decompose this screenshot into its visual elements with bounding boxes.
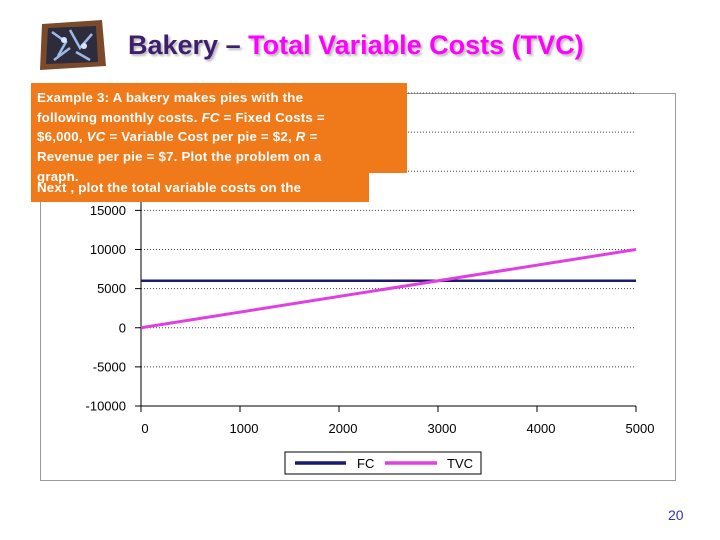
page-number: 20 — [668, 507, 684, 523]
callout-line-4: Revenue per pie = $7. Plot the problem o… — [37, 148, 322, 164]
series-lines — [140, 248, 637, 330]
x-tick-label: 1000 — [230, 421, 259, 436]
logo-icon — [36, 18, 108, 72]
x-tick-label: 3000 — [428, 421, 457, 436]
y-tick-label: 10000 — [90, 242, 126, 257]
x-tick-label: 2000 — [329, 421, 358, 436]
callout-spill-text: graph. — [37, 173, 79, 184]
slide-title: Bakery – Total Variable Costs (TVC) — [128, 30, 584, 60]
y-tick-label: -10000 — [86, 399, 126, 414]
callout-line-2: following monthly costs. FC = Fixed Cost… — [37, 109, 325, 125]
next-step-callout: graph. Next , plot the total variable co… — [31, 173, 369, 202]
callout2-text: Next , plot the total variable costs on … — [37, 180, 302, 195]
y-tick-label: -5000 — [93, 359, 126, 374]
callout-line-1: Example 3: A bakery makes pies with the — [37, 90, 304, 105]
x-tick-labels: 0 1000 2000 3000 4000 5000 — [141, 421, 654, 436]
series-line-tvc — [140, 248, 637, 330]
y-tick-label: 0 — [119, 320, 126, 335]
x-tick-label: 4000 — [527, 421, 556, 436]
axes — [135, 93, 637, 412]
x-tick-label: 5000 — [626, 421, 655, 436]
y-tick-label: 15000 — [90, 203, 126, 218]
callout-line-3: $6,000, VC = Variable Cost per pie = $2,… — [37, 129, 318, 144]
x-tick-label: 0 — [141, 421, 148, 436]
y-tick-label: 5000 — [97, 281, 126, 296]
example-callout: Example 3: A bakery makes pies with the … — [31, 83, 407, 173]
